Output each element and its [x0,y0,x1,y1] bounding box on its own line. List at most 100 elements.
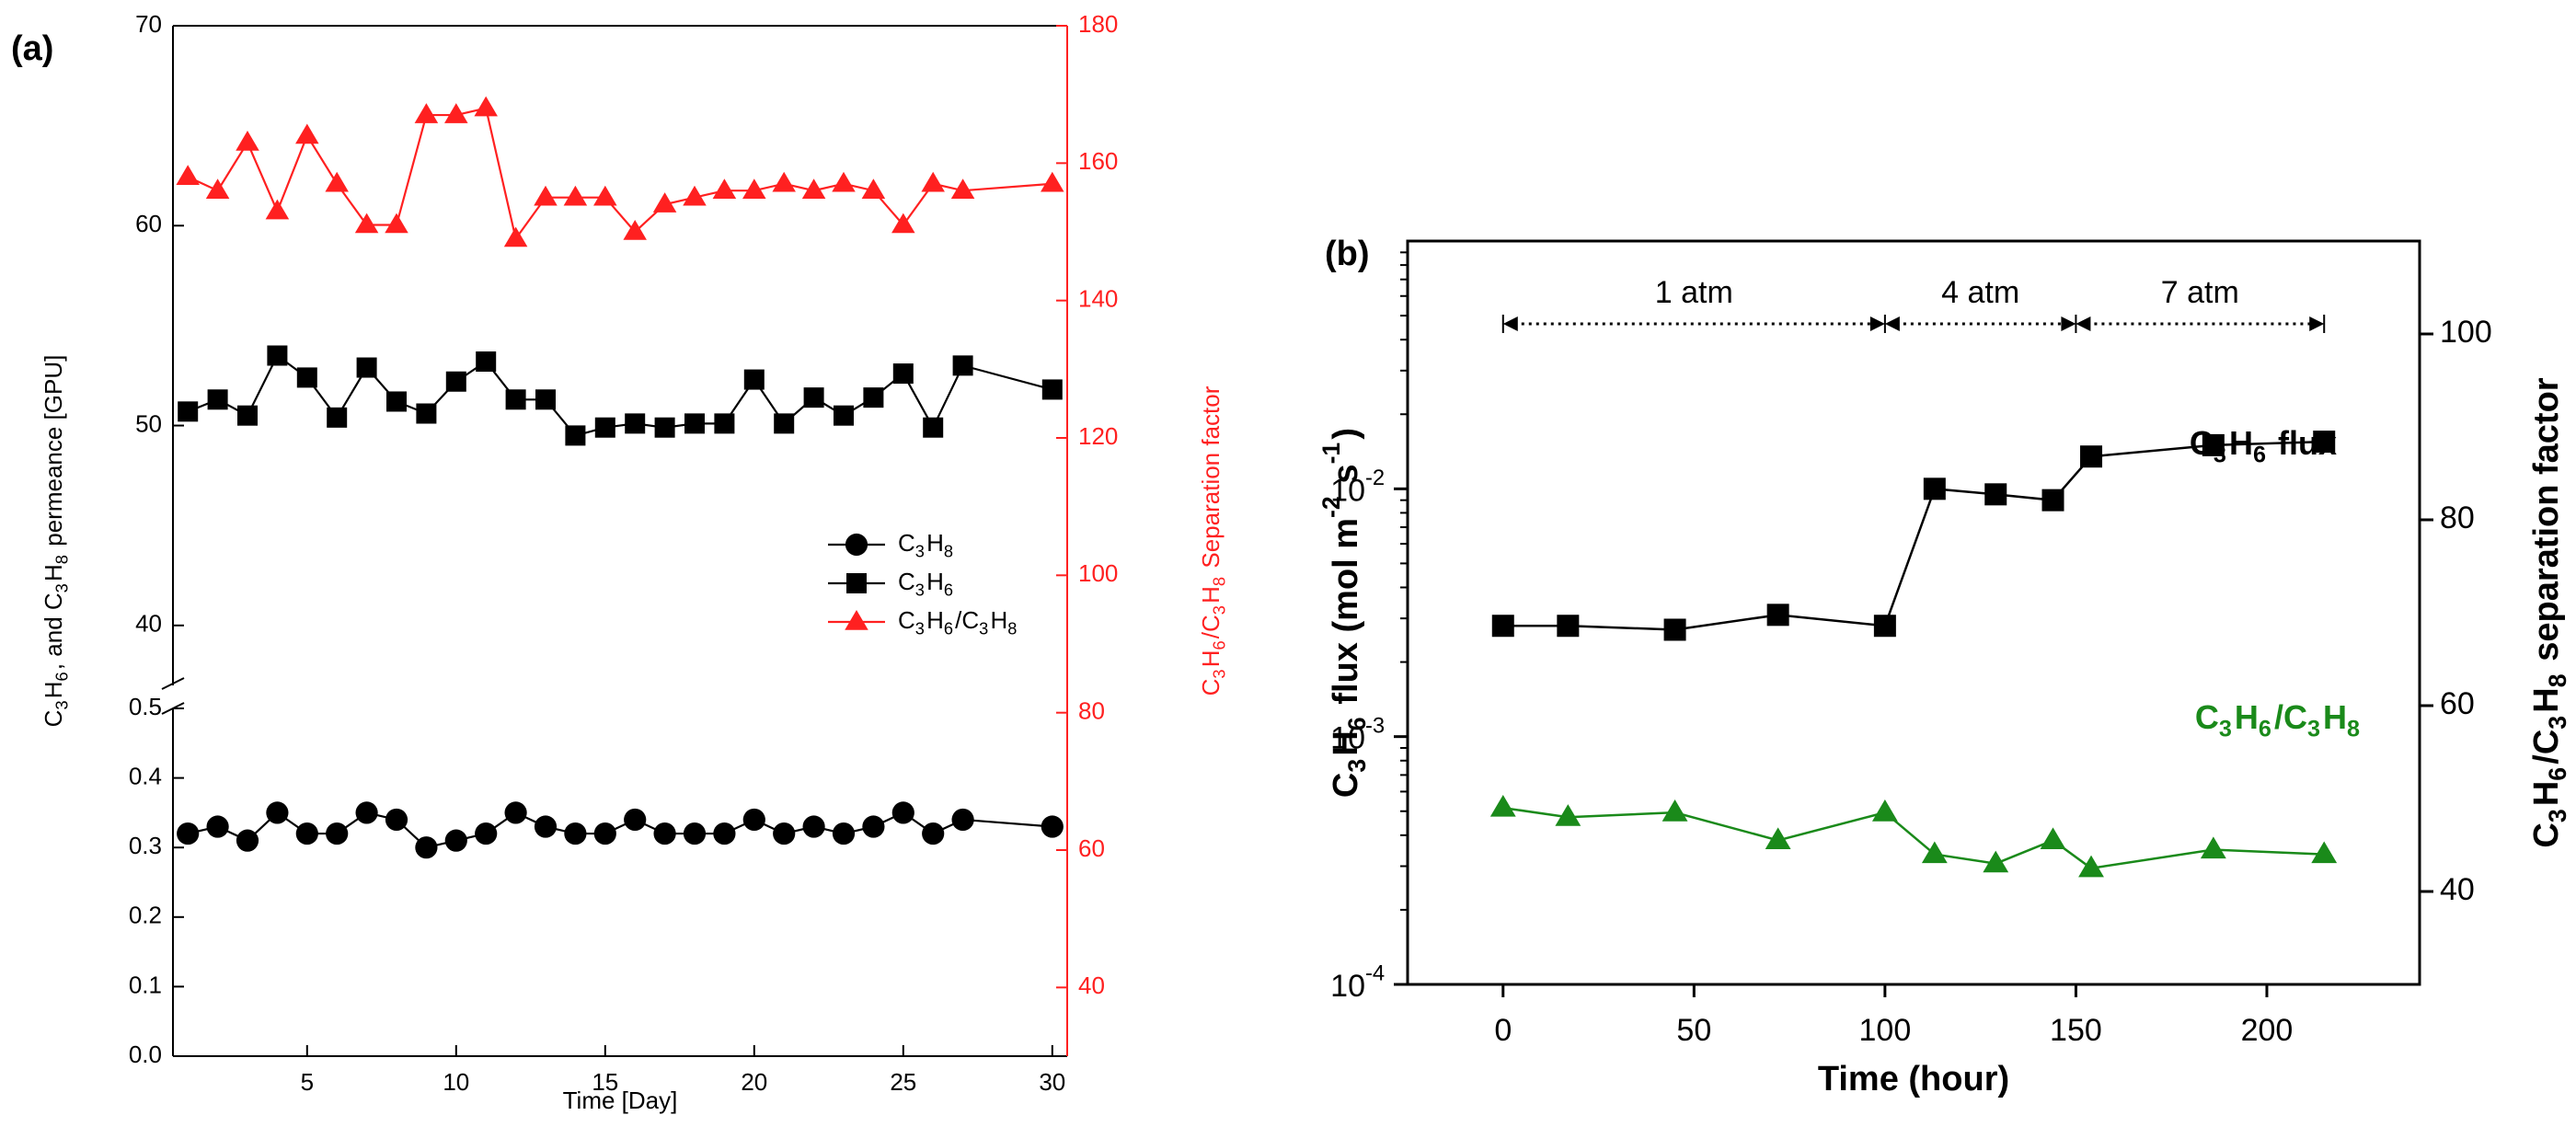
text-span: C [1197,679,1225,696]
y-tick-label: 10-2 [1330,466,1387,508]
data-point [1873,615,1896,638]
data-point [803,387,824,408]
data-point [565,425,586,446]
text-span: H [2323,698,2347,736]
y2-tick-label: 80 [1078,697,1105,725]
data-point [802,815,825,838]
y2-tick-label: 80 [2440,500,2475,535]
data-point [355,801,378,824]
data-point [505,389,526,410]
data-point [2080,445,2103,468]
y2-tick-label: 60 [2440,686,2475,721]
text-span: 10 [1330,969,1365,1004]
data-point [327,407,348,428]
text-span: -2 [1365,466,1385,490]
data-point [354,213,379,234]
data-point [177,822,200,845]
data-point [862,815,885,838]
y-tick-label: 0.5 [129,693,162,720]
y-tick-label: 0.1 [129,971,162,998]
text-span: H [2527,687,2566,712]
data-point [267,345,288,366]
data-point [2313,431,2336,454]
text-span: C [898,568,915,595]
data-point [178,401,199,422]
data-point [832,171,856,192]
legend-marker [845,610,868,630]
text-span: 3 [915,619,925,638]
text-span [1385,969,1387,1004]
text-span: H [2229,424,2253,462]
data-point [356,357,377,378]
data-point [683,185,707,206]
data-point [2200,836,2226,859]
y-axis-title: C3 H6 flux (mol m-2 s-1 ) [1317,428,1371,798]
data-point [594,417,615,438]
data-point [2078,855,2104,878]
data-point [742,808,765,832]
arrow-head [2061,316,2076,331]
data-point [950,178,975,199]
series-line [1502,806,2325,870]
data-point [2041,489,2064,512]
text-span: C [898,606,915,634]
text-span: ) [1327,428,1365,440]
data-point [564,822,587,845]
text-span: -3 [1365,714,1385,739]
text-span: 6 [944,619,953,638]
text-span: H [926,606,944,634]
text-span: s [1327,464,1365,493]
text-span: H [40,681,67,698]
text-span: -1 [1317,443,1345,465]
data-point [1663,618,1686,641]
data-point [266,801,289,824]
text-span: 8 [1210,577,1228,586]
x-tick-label: 50 [1676,1013,1711,1048]
data-point [625,413,646,434]
data-point [1557,615,1580,638]
data-point [534,815,558,838]
x-tick-label: 30 [1039,1068,1065,1096]
data-point [834,405,854,426]
series-line [187,107,1052,242]
data-point [205,178,230,199]
text-span [1385,473,1387,508]
data-point [921,171,945,192]
text-span: 3 [2307,716,2320,742]
data-point [653,822,676,845]
data-point [593,185,617,206]
y-tick-label: 10-4 [1330,961,1387,1004]
x-tick-label: 25 [890,1068,916,1096]
arrow-head [1502,316,1518,331]
data-point [684,413,705,434]
data-point [1871,799,1898,822]
pressure-label: 1 atm [1655,275,1733,310]
text-span: 3 [52,583,71,592]
data-point [1983,850,2009,873]
text-span [1017,606,1018,634]
y2-tick-label: 160 [1078,147,1118,175]
y2-tick-label: 40 [2440,872,2475,907]
text-span: 3 [915,581,925,599]
data-point [207,389,228,410]
y2-tick-label: 120 [1078,422,1118,450]
arrow-head [2076,316,2091,331]
data-point [683,822,707,845]
data-point [1662,799,1688,822]
data-point [444,103,468,123]
text-span: 3 [2544,809,2571,822]
text-span: /C [1197,615,1225,638]
pressure-label: 4 atm [1941,275,2019,310]
text-span: H [990,606,1007,634]
plot-frame [1406,239,2421,986]
data-point [1923,477,1946,500]
x-axis-title: Time [Day] [563,1087,678,1114]
text-span: 8 [944,542,953,560]
text-span: 10 [1330,473,1365,508]
text-span [1385,721,1387,756]
y-tick-label: 0.0 [129,1041,162,1068]
panel-a: (a) 5 10 15 20 25 30 40 50 60 70 0.0 0.1 0.2 0.3 0.4 0.5… [11,10,1228,1114]
data-point [504,801,527,824]
data-point [772,171,796,192]
